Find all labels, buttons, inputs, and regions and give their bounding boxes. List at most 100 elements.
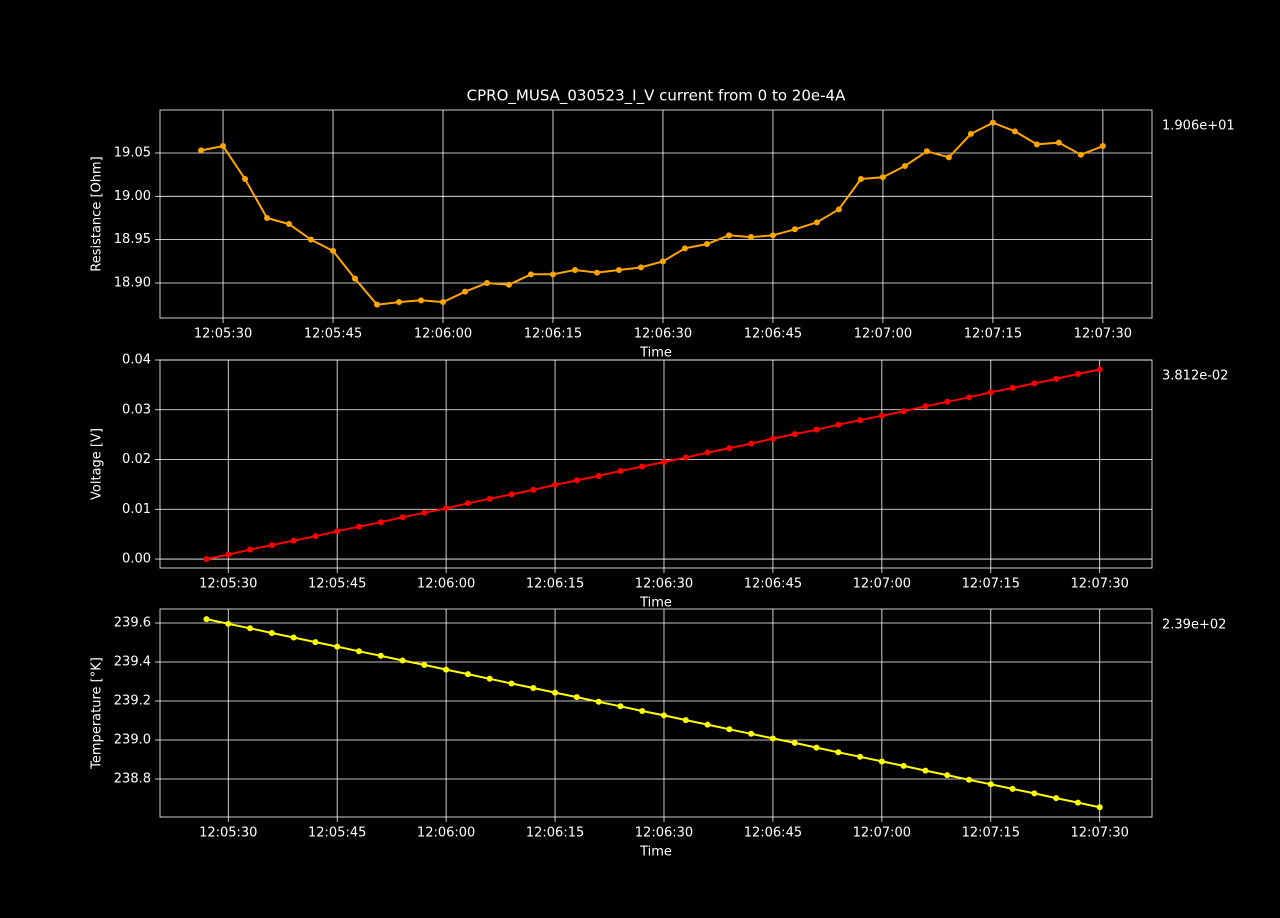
data-point xyxy=(530,684,537,691)
data-point xyxy=(355,648,362,655)
data-point xyxy=(900,408,907,415)
x-tick-label: 12:07:15 xyxy=(964,327,1022,342)
data-point xyxy=(923,148,930,155)
y-tick-label: 0.03 xyxy=(122,402,151,417)
data-point xyxy=(1096,804,1103,811)
y-tick-label: 18.90 xyxy=(114,275,151,290)
data-point xyxy=(965,776,972,783)
data-point xyxy=(1055,139,1062,146)
axes-frame xyxy=(159,109,1153,319)
data-point xyxy=(247,625,254,632)
y-axis-label: Resistance [Ohm] xyxy=(90,156,105,271)
data-point xyxy=(835,421,842,428)
data-point xyxy=(747,234,754,241)
data-point xyxy=(748,440,755,447)
data-point xyxy=(595,472,602,479)
y-axis-label: Voltage [V] xyxy=(90,428,105,500)
data-point xyxy=(835,749,842,756)
data-line xyxy=(200,121,1104,306)
x-tick-label: 12:07:00 xyxy=(854,327,912,342)
data-point xyxy=(944,772,951,779)
data-point xyxy=(967,130,974,137)
data-point xyxy=(813,219,820,226)
data-point xyxy=(1074,799,1081,806)
data-point xyxy=(355,523,362,530)
data-point xyxy=(595,698,602,705)
x-tick-label: 12:05:30 xyxy=(199,577,257,592)
data-point xyxy=(922,403,929,410)
data-point xyxy=(203,616,210,623)
data-point xyxy=(1031,790,1038,797)
data-point xyxy=(965,394,972,401)
y-axis-label: Temperature [°K] xyxy=(90,657,105,770)
data-point xyxy=(421,661,428,668)
data-point xyxy=(421,509,428,516)
data-point xyxy=(268,542,275,549)
y-tick-label: 0.00 xyxy=(122,552,151,567)
data-point xyxy=(1011,128,1018,135)
data-point xyxy=(617,467,624,474)
data-point xyxy=(530,486,537,493)
data-point xyxy=(1099,143,1106,150)
data-point xyxy=(857,175,864,182)
data-point xyxy=(198,147,205,154)
data-point xyxy=(682,717,689,724)
data-point xyxy=(878,412,885,419)
x-tick-label: 12:05:45 xyxy=(304,327,362,342)
data-point xyxy=(1031,380,1038,387)
data-point xyxy=(857,417,864,424)
data-point xyxy=(901,162,908,169)
y-tick-label: 239.4 xyxy=(114,655,151,670)
data-point xyxy=(593,269,600,276)
annotation: 1.906e+01 xyxy=(1162,119,1235,134)
data-point xyxy=(286,221,293,228)
data-point xyxy=(484,279,491,286)
x-tick-label: 12:06:30 xyxy=(635,826,693,841)
x-tick-label: 12:07:30 xyxy=(1071,577,1129,592)
data-point xyxy=(660,712,667,719)
data-point xyxy=(312,639,319,646)
x-tick-label: 12:07:15 xyxy=(962,577,1020,592)
data-point xyxy=(312,533,319,540)
x-tick-label: 12:06:30 xyxy=(635,577,693,592)
data-point xyxy=(769,735,776,742)
data-point xyxy=(242,175,249,182)
x-tick-label: 12:05:45 xyxy=(308,577,366,592)
data-point xyxy=(1009,785,1016,792)
data-point xyxy=(549,271,556,278)
data-point xyxy=(748,730,755,737)
data-point xyxy=(878,758,885,765)
data-point xyxy=(813,744,820,751)
data-point xyxy=(464,500,471,507)
y-tick-label: 238.8 xyxy=(114,771,151,786)
data-point xyxy=(1033,141,1040,148)
x-tick-label: 12:06:00 xyxy=(417,577,475,592)
x-axis-label: Time xyxy=(639,845,672,860)
data-point xyxy=(573,477,580,484)
data-point xyxy=(443,666,450,673)
data-point xyxy=(704,721,711,728)
y-tick-label: 19.00 xyxy=(114,189,151,204)
data-point xyxy=(308,236,315,243)
data-point xyxy=(552,481,559,488)
data-point xyxy=(290,634,297,641)
y-tick-label: 18.95 xyxy=(114,232,151,247)
y-tick-label: 0.02 xyxy=(122,452,151,467)
y-tick-label: 239.6 xyxy=(114,616,151,631)
data-point xyxy=(396,299,403,306)
data-point xyxy=(334,643,341,650)
data-point xyxy=(639,707,646,714)
y-tick-label: 19.05 xyxy=(114,145,151,160)
data-point xyxy=(573,694,580,701)
data-point xyxy=(987,389,994,396)
data-point xyxy=(418,297,425,304)
data-point xyxy=(505,281,512,288)
x-tick-label: 12:07:00 xyxy=(853,826,911,841)
annotation: 2.39e+02 xyxy=(1162,618,1226,633)
data-point xyxy=(220,143,227,150)
x-tick-label: 12:07:30 xyxy=(1074,327,1132,342)
data-point xyxy=(944,398,951,405)
data-point xyxy=(352,275,359,282)
data-point xyxy=(247,546,254,553)
y-tick-label: 0.04 xyxy=(122,353,151,368)
